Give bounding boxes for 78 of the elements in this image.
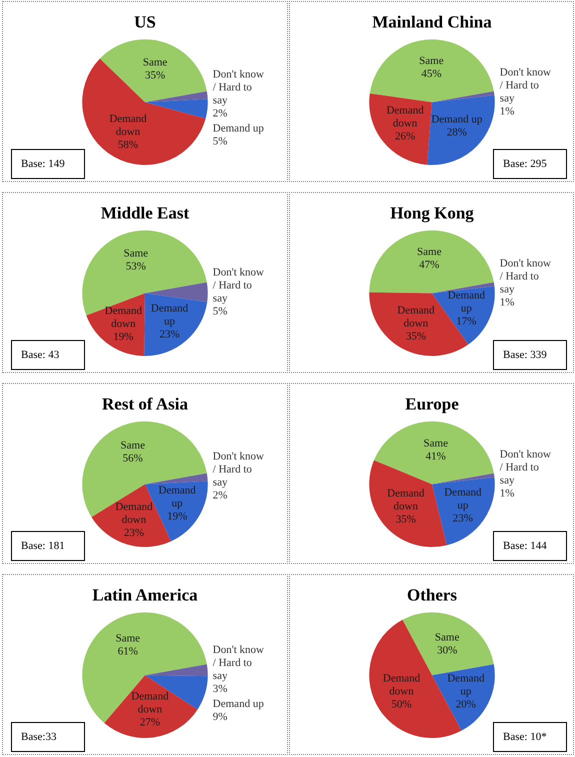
- data-label: 17%: [456, 316, 476, 328]
- slice-label: Same: [419, 55, 444, 68]
- data-label: 35%: [396, 514, 416, 526]
- data-label: 28%: [446, 126, 467, 139]
- data-label: 2%: [212, 108, 228, 120]
- slice-label: Demand down: [115, 501, 154, 526]
- data-label: 19%: [113, 330, 134, 343]
- data-label: 9%: [212, 710, 228, 723]
- data-label: 61%: [118, 646, 138, 658]
- text: Base: 149: [21, 158, 65, 170]
- data-label: 20%: [456, 698, 476, 711]
- chart-title: Europe: [405, 394, 460, 414]
- slice-label: Demand down: [397, 304, 436, 330]
- data-label: 23%: [124, 527, 144, 540]
- chart-title: US: [134, 12, 156, 32]
- slice-label: Don't know / Hard to say: [212, 644, 264, 682]
- slice-label: Demand up: [212, 122, 264, 135]
- text: Base: 144: [503, 540, 547, 552]
- slice-label: Don't know / Hard to say: [212, 450, 264, 489]
- data-label: 19%: [167, 510, 188, 523]
- slice-label: Don't know / Hard to say: [500, 257, 552, 296]
- slice-label: Don't know / Hard to say: [500, 66, 552, 104]
- slice-label: Same: [417, 246, 442, 258]
- data-label: 50%: [391, 698, 412, 710]
- slice-label: Demand down: [109, 113, 148, 138]
- text: Base: 43: [21, 348, 60, 362]
- slice-label: Same: [142, 56, 168, 69]
- slice-label: Same: [116, 632, 140, 645]
- data-label: 30%: [437, 644, 458, 657]
- slice-label: Demand up: [448, 290, 486, 315]
- slice-label: Demand up: [212, 698, 264, 710]
- data-label: 53%: [126, 260, 146, 272]
- slice-label: Demand up: [150, 302, 189, 328]
- slice-label: Demand up: [158, 484, 196, 510]
- slice-label: Demand up: [444, 486, 482, 512]
- chart-title: Middle East: [100, 204, 190, 223]
- data-label: 58%: [118, 139, 138, 152]
- chart-title: Hong Kong: [390, 204, 474, 223]
- slice-label: Demand down: [382, 672, 421, 698]
- text: Base: 339: [503, 348, 547, 362]
- data-label: 23%: [159, 328, 180, 341]
- data-label: 2%: [212, 490, 228, 502]
- data-label: 1%: [500, 487, 514, 500]
- slice-label: Same: [424, 437, 448, 450]
- data-label: 47%: [419, 259, 440, 272]
- slice-label: Don't know / Hard to say: [212, 68, 264, 107]
- text: Base: 295: [503, 158, 547, 170]
- data-label: 41%: [426, 450, 446, 462]
- data-label: 5%: [212, 305, 228, 318]
- slice-label: Don't know / Hard to say: [212, 266, 264, 304]
- slice-label: Demand down: [131, 690, 170, 716]
- slice-label: Demand down: [386, 104, 424, 130]
- text: Base: 181: [21, 540, 65, 552]
- data-label: 45%: [421, 68, 442, 80]
- data-label: 26%: [394, 130, 416, 143]
- text: Base: 10*: [503, 730, 547, 744]
- data-label: 1%: [500, 105, 514, 118]
- chart-title: Mainland China: [372, 12, 492, 32]
- text: Base:33: [21, 730, 56, 744]
- data-label: 27%: [140, 716, 160, 728]
- slice-label: Demand down: [104, 304, 143, 330]
- chart-title: Rest of Asia: [102, 394, 188, 414]
- data-label: 35%: [145, 70, 166, 82]
- slice-label: Same: [124, 247, 148, 260]
- chart-title: Latin America: [92, 586, 198, 605]
- slice-label: Same: [434, 632, 460, 644]
- data-label: 56%: [122, 452, 143, 464]
- slice-label: Don't know / Hard to say: [500, 448, 552, 486]
- slice-label: Demand up: [447, 672, 485, 698]
- chart-title: Others: [406, 586, 458, 605]
- data-label: 3%: [212, 682, 228, 695]
- data-label: 1%: [500, 296, 514, 308]
- data-label: 23%: [452, 512, 473, 525]
- slice-label: Same: [120, 439, 146, 452]
- data-label: 35%: [406, 330, 426, 343]
- slice-label: Demand up: [431, 114, 483, 126]
- slice-label: Demand down: [387, 488, 425, 513]
- data-label: 5%: [212, 136, 228, 148]
